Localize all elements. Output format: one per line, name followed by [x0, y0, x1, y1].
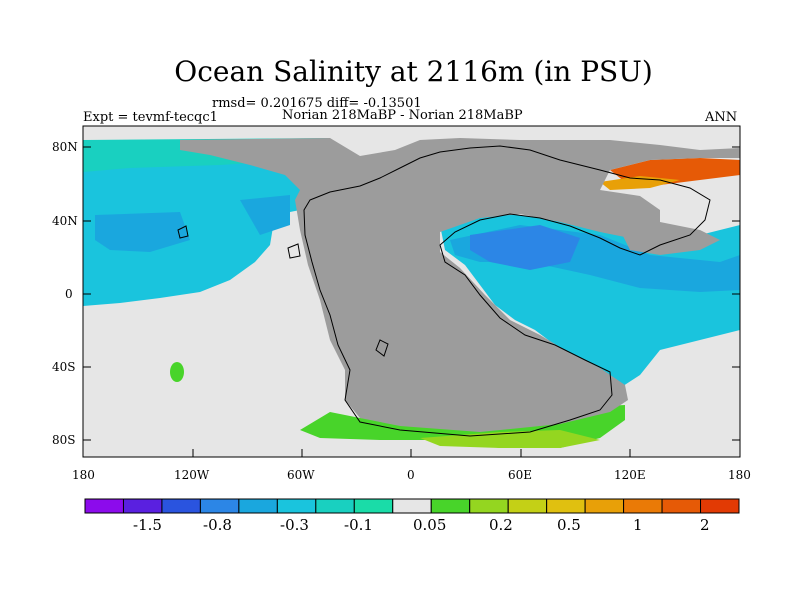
colorbar-swatch	[661, 498, 702, 514]
colorbar-label: -0.8	[203, 516, 232, 534]
coastline-contour	[303, 145, 711, 437]
colorbar-swatch	[623, 498, 663, 514]
lon-tick-120e: 120E	[614, 468, 646, 482]
tick-marks	[82, 146, 741, 457]
colorbar-swatch	[392, 498, 432, 514]
pangaea-landmass	[180, 138, 740, 432]
colorbar-swatch	[507, 498, 548, 514]
season-label: ANN	[705, 110, 738, 125]
lon-tick-60e: 60E	[508, 468, 533, 482]
north-ocean-anomaly-sky	[95, 212, 190, 252]
lat-tick-40n: 40N	[52, 214, 78, 228]
colorbar-swatch	[315, 498, 355, 514]
lon-tick-0: 0	[407, 468, 415, 482]
colorbar-label: -1.5	[133, 516, 162, 534]
colorbar-swatch	[161, 498, 201, 514]
lon-tick-120w: 120W	[174, 468, 210, 482]
plot-title: Ocean Salinity at 2116m (in PSU)	[174, 55, 653, 88]
lon-tick-60w: 60W	[287, 468, 315, 482]
colorbar	[84, 498, 740, 514]
colorbar-swatch	[238, 498, 278, 514]
island-3	[375, 339, 389, 357]
lon-tick-180w: 180	[72, 468, 95, 482]
colorbar-swatch	[276, 498, 317, 514]
colorbar-swatch	[469, 498, 509, 514]
colorbar-swatch	[430, 498, 471, 514]
colorbar-swatch	[700, 498, 740, 514]
lat-tick-40s: 40S	[52, 360, 76, 374]
lat-tick-80n: 80N	[52, 140, 78, 154]
island-2	[287, 243, 301, 259]
colorbar-label: 0.5	[557, 516, 581, 534]
colorbar-label: 0.2	[489, 516, 513, 534]
lat-tick-80s: 80S	[52, 433, 76, 447]
colorbar-swatch	[199, 498, 240, 514]
colorbar-swatch	[353, 498, 394, 514]
south-ocean-anomaly-yellow	[420, 430, 600, 448]
stats-label: rmsd= 0.201675 diff= -0.13501	[212, 96, 422, 111]
colorbar-swatch	[546, 498, 586, 514]
north-ocean-anomaly-sky-2	[240, 195, 290, 235]
colorbar-label: 2	[700, 516, 710, 534]
east-ocean-anomaly-blue	[470, 225, 580, 270]
colorbar-swatch	[584, 498, 625, 514]
experiment-label: Expt = tevmf-tecqc1	[83, 110, 218, 125]
colorbar-swatch	[122, 498, 163, 514]
north-ocean-anomaly	[83, 140, 300, 306]
lat-tick-0: 0	[65, 287, 73, 301]
lon-tick-180e: 180	[728, 468, 751, 482]
colorbar-label: 0.05	[413, 516, 447, 534]
colorbar-label: -0.1	[344, 516, 373, 534]
small-anomaly-south-pacific	[170, 362, 184, 382]
colorbar-label: -0.3	[280, 516, 309, 534]
island-1	[177, 225, 189, 239]
colorbar-swatch	[84, 498, 124, 514]
period-label: Norian 218MaBP - Norian 218MaBP	[282, 108, 523, 123]
colorbar-label: 1	[633, 516, 643, 534]
